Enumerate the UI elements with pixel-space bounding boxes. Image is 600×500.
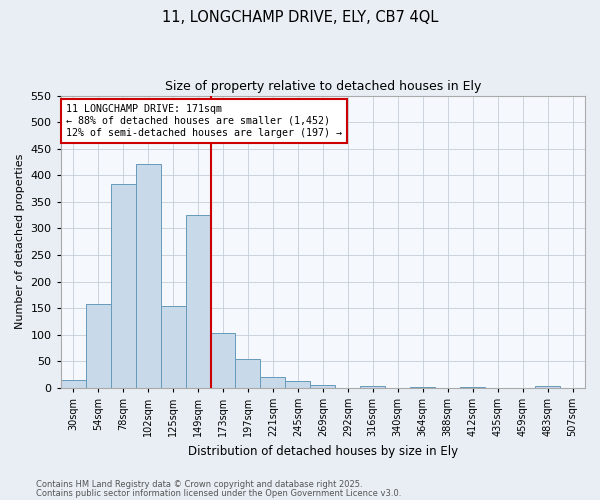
Bar [185, 215, 211, 388]
Text: Contains HM Land Registry data © Crown copyright and database right 2025.: Contains HM Land Registry data © Crown c… [36, 480, 362, 489]
Bar [61, 380, 86, 388]
Bar [310, 385, 335, 388]
Y-axis label: Number of detached properties: Number of detached properties [15, 154, 25, 330]
Bar [136, 164, 161, 388]
Bar [110, 184, 136, 388]
Text: 11 LONGCHAMP DRIVE: 171sqm
← 88% of detached houses are smaller (1,452)
12% of s: 11 LONGCHAMP DRIVE: 171sqm ← 88% of deta… [66, 104, 342, 138]
Bar [410, 386, 435, 388]
Title: Size of property relative to detached houses in Ely: Size of property relative to detached ho… [164, 80, 481, 93]
Bar [286, 382, 310, 388]
Bar [161, 306, 185, 388]
Bar [211, 333, 235, 388]
Text: 11, LONGCHAMP DRIVE, ELY, CB7 4QL: 11, LONGCHAMP DRIVE, ELY, CB7 4QL [162, 10, 438, 25]
Bar [260, 377, 286, 388]
Bar [86, 304, 110, 388]
Bar [460, 387, 485, 388]
Bar [235, 358, 260, 388]
Bar [361, 386, 385, 388]
Text: Contains public sector information licensed under the Open Government Licence v3: Contains public sector information licen… [36, 488, 401, 498]
X-axis label: Distribution of detached houses by size in Ely: Distribution of detached houses by size … [188, 444, 458, 458]
Bar [535, 386, 560, 388]
